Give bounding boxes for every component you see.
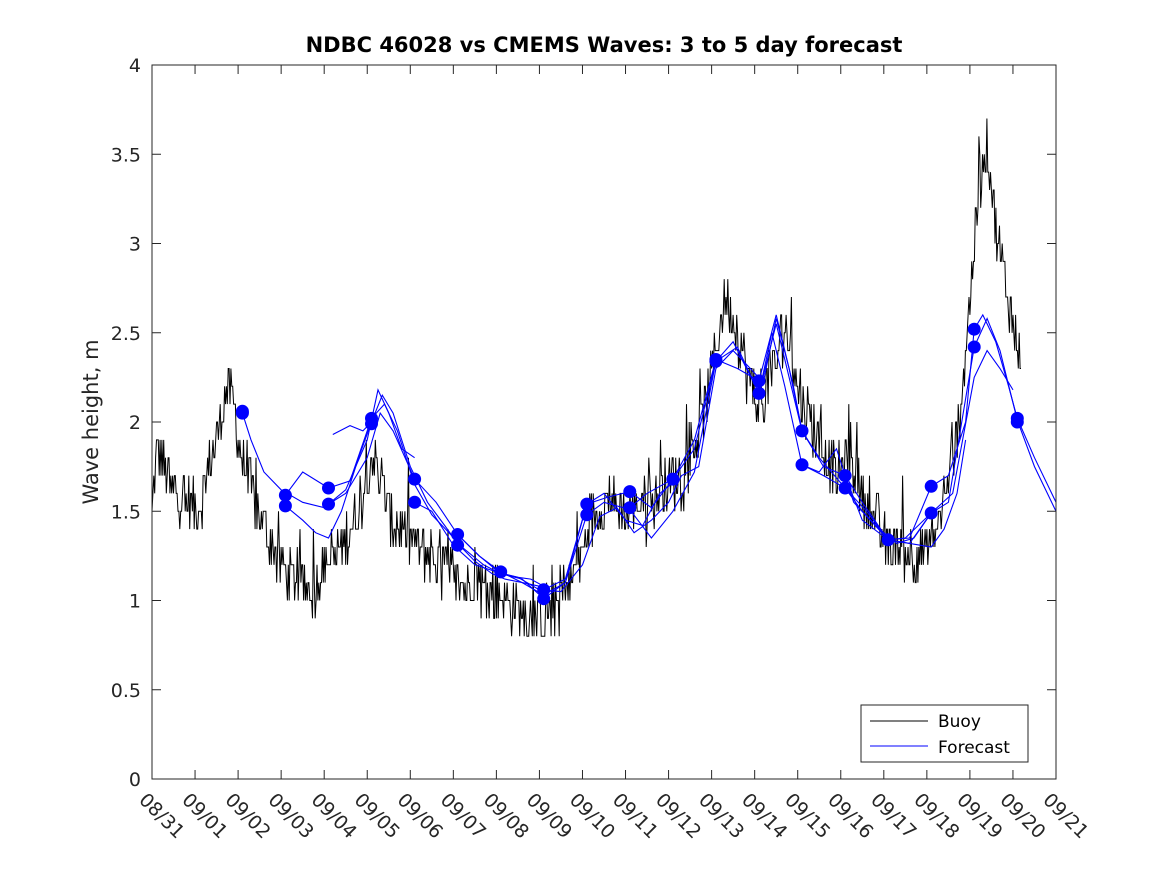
chart-title: NDBC 46028 vs CMEMS Waves: 3 to 5 day fo… — [306, 33, 903, 57]
forecast-marker — [451, 528, 465, 541]
y-tick-label: 4 — [129, 55, 141, 77]
forecast-line — [241, 388, 415, 509]
y-tick-label: 3 — [129, 234, 141, 256]
forecast-marker — [924, 479, 938, 493]
forecast-marker — [451, 538, 465, 552]
y-axis-label: Wave height, m — [79, 339, 103, 504]
y-tick-label: 1 — [129, 591, 141, 613]
legend-buoy-label: Buoy — [938, 712, 981, 732]
forecast-marker — [666, 472, 680, 486]
axis-ticks — [151, 64, 1057, 780]
plot-area — [152, 65, 1056, 779]
forecast-marker — [408, 495, 422, 509]
y-tick-label: 2 — [129, 412, 141, 434]
forecast-marker — [278, 488, 292, 502]
forecast-marker — [623, 501, 637, 515]
forecast-marker — [580, 497, 594, 511]
forecast-marker — [752, 374, 766, 388]
forecast-marker — [494, 565, 508, 579]
forecast-marker — [322, 481, 335, 495]
forecast-marker — [795, 458, 809, 472]
forecast-line — [414, 318, 803, 593]
forecast-marker — [1010, 415, 1024, 429]
forecast-line — [801, 313, 1057, 541]
forecast-marker — [580, 508, 594, 522]
forecast-marker — [967, 340, 981, 354]
legend: Buoy Forecast — [860, 704, 1029, 763]
y-tick-label: 2.5 — [111, 323, 141, 345]
forecast-marker — [795, 424, 809, 438]
buoy-series — [151, 118, 1021, 637]
legend-forecast-label: Forecast — [938, 738, 1010, 758]
forecast-marker — [235, 406, 249, 420]
forecast-marker — [623, 485, 637, 499]
forecast-marker — [537, 583, 551, 597]
forecast-line — [844, 349, 1014, 544]
forecast-markers — [235, 322, 1024, 606]
y-tick-label: 0.5 — [111, 680, 141, 702]
y-tick-labels: 0 0.5 1 1.5 2 2.5 3 3.5 4 — [111, 55, 141, 791]
forecast-series — [241, 313, 1057, 600]
y-tick-label: 1.5 — [111, 501, 141, 523]
forecast-marker — [322, 497, 335, 511]
forecast-marker — [967, 322, 981, 336]
forecast-marker — [881, 533, 895, 547]
y-tick-label: 0 — [129, 769, 141, 791]
y-tick-label: 3.5 — [111, 144, 141, 166]
forecast-marker — [752, 386, 766, 400]
forecast-marker — [924, 506, 938, 520]
forecast-marker — [838, 469, 852, 483]
forecast-marker — [365, 417, 378, 431]
buoy-line — [151, 118, 1021, 637]
forecast-marker — [709, 354, 723, 368]
forecast-line — [285, 393, 540, 587]
forecast-marker — [408, 472, 422, 486]
forecast-marker — [537, 592, 551, 606]
forecast-marker — [838, 481, 852, 495]
forecast-marker — [278, 499, 292, 513]
legend-box — [860, 704, 1029, 763]
